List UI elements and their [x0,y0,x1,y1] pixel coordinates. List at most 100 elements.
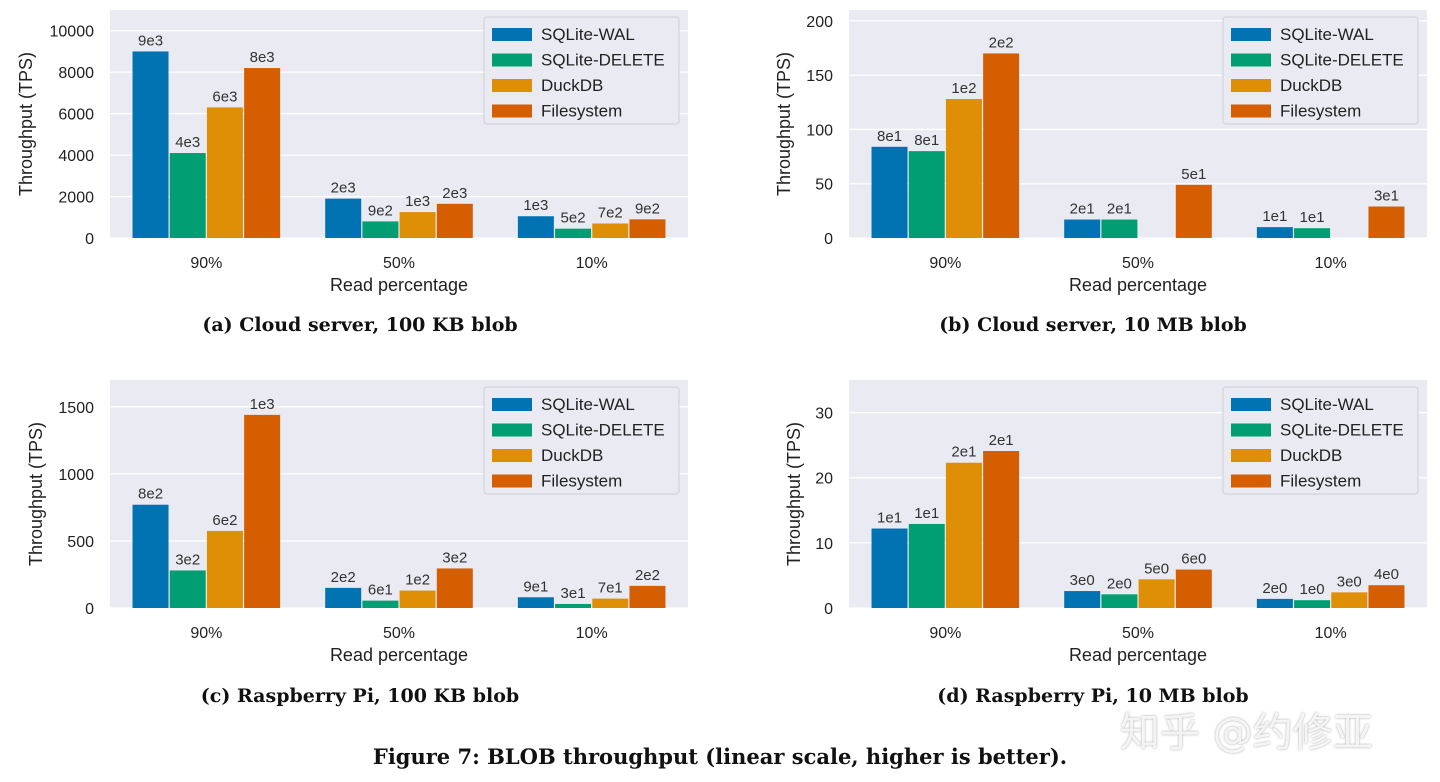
chart-c-legend-swatch [492,474,532,488]
chart-a-ytick-label: 10000 [50,24,95,41]
chart-c-legend-swatch [492,449,532,462]
subcaption-c: (c) Raspberry Pi, 100 KB blob [200,685,520,707]
chart-d-xtick-label: 10% [1315,625,1347,642]
chart-b-data-label: 5e1 [1181,166,1206,183]
chart-b-legend-entry: Filesystem [1280,102,1361,121]
chart-d-legend-swatch [1231,474,1271,488]
watermark: 知乎 @约修亚 [1120,710,1373,756]
chart-d-bar-sqlite-wal [871,528,908,608]
chart-a-bar-sqlite-wal [325,198,362,238]
chart-d-data-label: 1e1 [877,510,902,527]
chart-a-ytick-label: 0 [85,231,94,248]
chart-c-ytick-label: 0 [85,601,94,618]
chart-c-bar-filesystem [244,414,281,608]
chart-c-bar-sqlite-delete [555,603,592,608]
chart-c-xtick-label: 90% [190,625,222,642]
chart-a-xtick-label: 50% [383,255,415,272]
chart-d-legend-swatch [1231,449,1271,462]
chart-a-data-label: 1e3 [523,197,548,214]
chart-d-xlabel: Read percentage [1069,645,1207,665]
chart-d-ylabel: Throughput (TPS) [784,422,804,566]
chart-a-xtick-label: 90% [190,255,222,272]
chart-b-ytick-label: 200 [806,14,833,31]
chart-d-legend-entry: Filesystem [1280,472,1361,491]
chart-d-ytick-label: 10 [815,536,833,553]
chart-a-legend-swatch [492,104,532,118]
chart-a-legend-entry: SQLite-DELETE [541,51,665,70]
chart-c-legend-entry: DuckDB [541,446,603,465]
chart-b-legend-entry: SQLite-DELETE [1280,51,1404,70]
chart-b-data-label: 8e1 [877,128,902,145]
chart-c-xtick-label: 10% [576,625,608,642]
chart-a-legend-swatch [492,53,532,67]
chart-a-bar-filesystem [244,68,281,238]
chart-d-bar-sqlite-delete [908,523,945,608]
chart-a-data-label: 2e3 [331,180,356,197]
chart-b-data-label: 2e1 [1107,201,1132,218]
chart-c-legend-swatch [492,398,532,411]
chart-c-data-label: 1e3 [250,396,275,413]
chart-c-bar-sqlite-wal [132,504,169,608]
chart-b-bar-filesystem [1175,184,1212,238]
chart-b-legend-swatch [1231,104,1271,118]
chart-c-bar-sqlite-delete [362,600,399,608]
chart-a-legend [483,16,680,125]
chart-d-ytick-label: 20 [815,471,833,488]
chart-a-data-label: 4e3 [175,134,200,151]
chart-c-ytick-label: 1000 [58,467,94,484]
chart-b-data-label: 3e1 [1374,188,1399,205]
chart-b-data-label: 1e1 [1262,208,1287,225]
chart-d-legend [1222,386,1419,495]
chart-a-data-label: 2e3 [442,185,467,202]
chart-c-data-label: 2e2 [635,567,660,584]
chart-d-data-label: 4e0 [1374,566,1399,583]
chart-d-data-label: 3e0 [1337,573,1362,590]
chart-b-bar-filesystem [983,53,1020,238]
chart-c-bar-duckdb [592,598,629,608]
chart-a-data-label: 5e2 [561,210,586,227]
chart-a-data-label: 9e3 [138,32,163,49]
chart-d-data-label: 1e1 [914,505,939,522]
chart-c-bar-sqlite-delete [169,570,206,608]
chart-d-data-label: 2e0 [1262,580,1287,597]
chart-c-bar-filesystem [629,585,666,608]
chart-d-legend-entry: DuckDB [1280,446,1342,465]
chart-b-xtick-label: 50% [1122,255,1154,272]
chart-d-xtick-label: 50% [1122,625,1154,642]
chart-d-xtick-label: 90% [929,625,961,642]
chart-b-legend-swatch [1231,79,1271,92]
chart-a-bar-duckdb [399,212,436,238]
chart-d-data-label: 2e0 [1107,575,1132,592]
chart-c-data-label: 6e2 [212,512,237,529]
chart-c-ytick-label: 500 [67,534,94,551]
subcaption-a: (a) Cloud server, 100 KB blob [202,314,518,336]
chart-b-legend [1222,16,1419,125]
chart-b-bar-sqlite-wal [1064,219,1101,238]
chart-c-legend-entry: SQLite-WAL [541,395,635,414]
chart-b-bar-sqlite-wal [871,146,908,238]
chart-c-bar-duckdb [206,530,243,608]
chart-b-bar-filesystem [1368,206,1405,238]
chart-a-bar-duckdb [206,107,243,238]
chart-d-data-label: 6e0 [1181,551,1206,568]
chart-d-legend-swatch [1231,423,1271,437]
chart-c-data-label: 3e1 [561,585,586,602]
chart-d-data-label: 2e1 [989,432,1014,449]
chart-d-bar-duckdb [1331,592,1368,608]
chart-a-xtick-label: 10% [576,255,608,272]
chart-a-ylabel: Throughput (TPS) [16,52,36,196]
chart-a-bar-sqlite-delete [555,228,592,238]
chart-a-xlabel: Read percentage [330,275,468,295]
chart-d-bar-filesystem [983,451,1020,608]
chart-b-bar-sqlite-delete [1101,219,1138,238]
chart-a-bar-sqlite-wal [132,51,169,238]
chart-a-ytick-label: 8000 [58,65,94,82]
chart-c-data-label: 2e2 [331,569,356,586]
chart-a-legend-swatch [492,79,532,92]
chart-d-data-label: 1e0 [1300,581,1325,598]
chart-a-ytick-label: 6000 [58,107,94,124]
chart-b-ytick-label: 100 [806,122,833,139]
chart-a-data-label: 9e2 [635,200,660,217]
chart-c-data-label: 9e1 [523,578,548,595]
